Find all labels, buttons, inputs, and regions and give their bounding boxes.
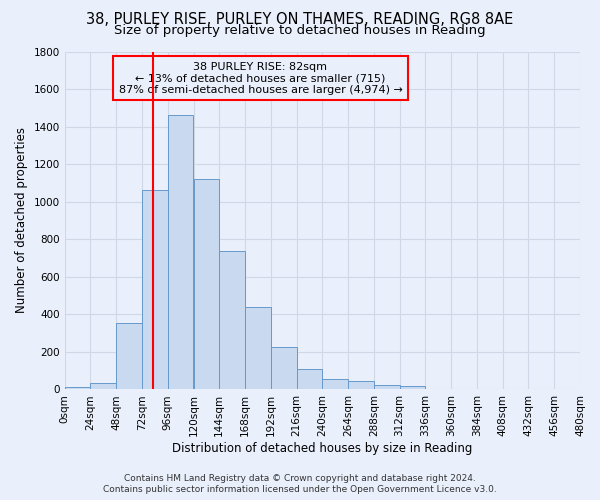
- Bar: [400, 386, 425, 390]
- Text: Size of property relative to detached houses in Reading: Size of property relative to detached ho…: [114, 24, 486, 37]
- Bar: [271, 347, 296, 390]
- Bar: [374, 385, 400, 390]
- Text: 38, PURLEY RISE, PURLEY ON THAMES, READING, RG8 8AE: 38, PURLEY RISE, PURLEY ON THAMES, READI…: [86, 12, 514, 28]
- Bar: [529, 388, 554, 390]
- Bar: [477, 388, 503, 390]
- Bar: [451, 388, 477, 390]
- Bar: [219, 250, 245, 390]
- Bar: [168, 116, 193, 390]
- Bar: [348, 381, 374, 390]
- X-axis label: Distribution of detached houses by size in Reading: Distribution of detached houses by size …: [172, 442, 473, 455]
- Bar: [116, 323, 142, 390]
- Y-axis label: Number of detached properties: Number of detached properties: [15, 128, 28, 314]
- Bar: [91, 383, 116, 390]
- Bar: [193, 179, 219, 390]
- Bar: [554, 388, 580, 390]
- Bar: [425, 388, 451, 390]
- Bar: [322, 379, 348, 390]
- Bar: [65, 386, 91, 390]
- Bar: [503, 388, 529, 390]
- Bar: [245, 307, 271, 390]
- Text: 38 PURLEY RISE: 82sqm
← 13% of detached houses are smaller (715)
87% of semi-det: 38 PURLEY RISE: 82sqm ← 13% of detached …: [119, 62, 403, 95]
- Bar: [142, 190, 168, 390]
- Text: Contains HM Land Registry data © Crown copyright and database right 2024.
Contai: Contains HM Land Registry data © Crown c…: [103, 474, 497, 494]
- Bar: [296, 369, 322, 390]
